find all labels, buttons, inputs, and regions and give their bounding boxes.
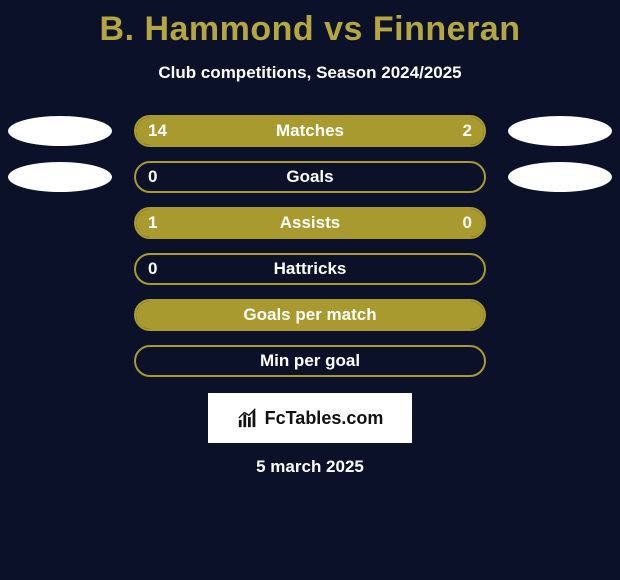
stat-bar: 0Goals <box>134 161 486 193</box>
stat-label: Matches <box>136 117 484 145</box>
stat-bar: 0Hattricks <box>134 253 486 285</box>
stats-container: 142Matches 0Goals 10Assists 0Hattricks Goals… <box>0 115 620 377</box>
stat-bar: Min per goal <box>134 345 486 377</box>
stat-label: Goals <box>136 163 484 191</box>
player-left-oval <box>8 116 112 146</box>
stat-row: 0Hattricks <box>0 253 620 285</box>
stat-label: Min per goal <box>136 347 484 375</box>
stat-label: Hattricks <box>136 255 484 283</box>
logo-text: FcTables.com <box>265 408 384 429</box>
stat-row: 0Goals <box>0 161 620 193</box>
bar-chart-icon <box>237 407 259 429</box>
page-subtitle: Club competitions, Season 2024/2025 <box>0 63 620 83</box>
player-right-oval <box>508 116 612 146</box>
page-title: B. Hammond vs Finneran <box>0 0 620 49</box>
stat-bar: Goals per match <box>134 299 486 331</box>
player-left-oval <box>8 162 112 192</box>
stat-row: Goals per match <box>0 299 620 331</box>
date-text: 5 march 2025 <box>0 457 620 477</box>
player-right-oval <box>508 162 612 192</box>
stat-row: 10Assists <box>0 207 620 239</box>
stat-label: Goals per match <box>136 301 484 329</box>
stat-bar: 142Matches <box>134 115 486 147</box>
stat-row: Min per goal <box>0 345 620 377</box>
stat-bar: 10Assists <box>134 207 486 239</box>
stat-row: 142Matches <box>0 115 620 147</box>
stat-label: Assists <box>136 209 484 237</box>
logo-box: FcTables.com <box>208 393 412 443</box>
